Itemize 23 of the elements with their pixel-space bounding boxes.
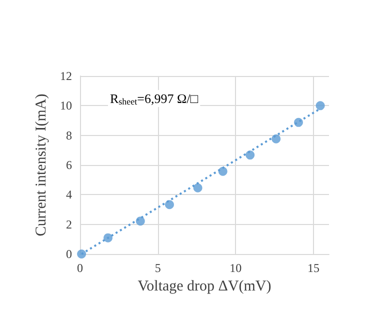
y-tick-label: 8 xyxy=(66,128,72,142)
point xyxy=(164,200,174,210)
y-tick-label: 6 xyxy=(66,158,72,172)
point xyxy=(104,233,113,242)
y-tick-label: 2 xyxy=(66,217,72,232)
point xyxy=(218,166,228,176)
point xyxy=(272,134,281,144)
point xyxy=(77,250,86,258)
y-tick-label: 10 xyxy=(60,98,72,113)
x-tick-label: 0 xyxy=(77,261,83,275)
x-tick-label: 5 xyxy=(154,261,161,275)
point xyxy=(246,150,255,160)
x-tick-label: 15 xyxy=(307,261,320,275)
point xyxy=(193,183,202,192)
y-tick-label: 12 xyxy=(60,69,72,83)
y-axis-title: Current intensity I(mA) xyxy=(34,94,50,236)
y-tick-label: 0 xyxy=(66,247,72,261)
x-tick-label: 10 xyxy=(230,261,242,275)
point xyxy=(136,216,145,226)
point xyxy=(294,118,303,127)
y-tick-label: 4 xyxy=(66,188,72,202)
point xyxy=(316,101,325,110)
x-axis-title: Voltage drop ΔV(mV) xyxy=(138,278,272,294)
